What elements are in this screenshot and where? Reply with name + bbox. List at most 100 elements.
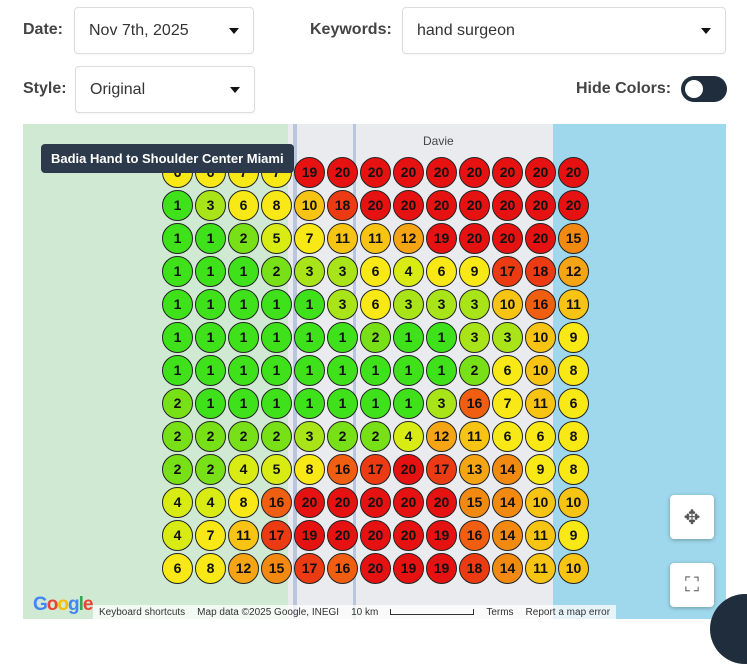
rank-pin[interactable]: 1	[162, 354, 193, 386]
rank-pin[interactable]: 15	[261, 552, 292, 584]
rank-pin[interactable]: 8	[558, 453, 589, 485]
rank-pin[interactable]: 2	[459, 354, 490, 386]
rank-pin[interactable]: 6	[360, 255, 391, 287]
map[interactable]: Davie 6677192020202020202020136810182020…	[23, 124, 726, 619]
rank-pin[interactable]: 19	[426, 552, 457, 584]
rank-pin[interactable]: 20	[327, 156, 358, 188]
keywords-dropdown[interactable]: hand surgeon	[402, 7, 726, 54]
rank-pin[interactable]: 20	[294, 486, 325, 518]
rank-pin[interactable]: 20	[426, 156, 457, 188]
rank-pin[interactable]: 12	[426, 420, 457, 452]
rank-pin[interactable]: 19	[294, 519, 325, 551]
rank-pin[interactable]: 3	[426, 288, 457, 320]
rank-pin[interactable]: 18	[525, 255, 556, 287]
rank-pin[interactable]: 2	[195, 420, 226, 452]
rank-pin[interactable]: 1	[195, 288, 226, 320]
rank-pin[interactable]: 20	[393, 189, 424, 221]
rank-pin[interactable]: 2	[360, 321, 391, 353]
rank-pin[interactable]: 1	[294, 354, 325, 386]
rank-pin[interactable]: 20	[393, 453, 424, 485]
rank-pin[interactable]: 16	[525, 288, 556, 320]
rank-pin[interactable]: 6	[525, 420, 556, 452]
rank-pin[interactable]: 6	[360, 288, 391, 320]
rank-pin[interactable]: 1	[261, 387, 292, 419]
rank-pin[interactable]: 2	[261, 420, 292, 452]
fullscreen-icon[interactable]: ⛶	[670, 563, 714, 607]
rank-pin[interactable]: 1	[195, 255, 226, 287]
rank-pin[interactable]: 15	[459, 486, 490, 518]
rank-pin[interactable]: 2	[228, 420, 259, 452]
rank-pin[interactable]: 11	[360, 222, 391, 254]
rank-pin[interactable]: 1	[294, 387, 325, 419]
rank-pin[interactable]: 3	[294, 420, 325, 452]
rank-pin[interactable]: 20	[525, 156, 556, 188]
rank-pin[interactable]: 10	[294, 189, 325, 221]
rank-pin[interactable]: 15	[558, 222, 589, 254]
rank-pin[interactable]: 6	[492, 354, 523, 386]
rank-pin[interactable]: 1	[393, 387, 424, 419]
rank-pin[interactable]: 1	[228, 255, 259, 287]
rank-pin[interactable]: 20	[525, 189, 556, 221]
rank-pin[interactable]: 1	[195, 222, 226, 254]
rank-pin[interactable]: 20	[360, 486, 391, 518]
rank-pin[interactable]: 1	[261, 321, 292, 353]
rank-pin[interactable]: 20	[327, 486, 358, 518]
rank-pin[interactable]: 4	[162, 486, 193, 518]
rank-pin[interactable]: 19	[393, 552, 424, 584]
rank-pin[interactable]: 17	[426, 453, 457, 485]
rank-pin[interactable]: 10	[525, 486, 556, 518]
rank-pin[interactable]: 2	[261, 255, 292, 287]
rank-pin[interactable]: 9	[459, 255, 490, 287]
rank-pin[interactable]: 3	[327, 255, 358, 287]
rank-pin[interactable]: 1	[228, 321, 259, 353]
rank-pin[interactable]: 20	[492, 222, 523, 254]
rank-pin[interactable]: 3	[459, 321, 490, 353]
rank-pin[interactable]: 6	[558, 387, 589, 419]
rank-pin[interactable]: 3	[195, 189, 226, 221]
rank-pin[interactable]: 3	[492, 321, 523, 353]
rank-pin[interactable]: 6	[162, 552, 193, 584]
rank-pin[interactable]: 20	[558, 156, 589, 188]
rank-pin[interactable]: 11	[558, 288, 589, 320]
rank-pin[interactable]: 20	[327, 519, 358, 551]
rank-pin[interactable]: 16	[459, 387, 490, 419]
rank-pin[interactable]: 4	[162, 519, 193, 551]
rank-pin[interactable]: 1	[195, 354, 226, 386]
rank-pin[interactable]: 3	[327, 288, 358, 320]
rank-pin[interactable]: 20	[426, 486, 457, 518]
rank-pin[interactable]: 6	[492, 420, 523, 452]
rank-pin[interactable]: 19	[294, 156, 325, 188]
rank-pin[interactable]: 16	[327, 552, 358, 584]
date-dropdown[interactable]: Nov 7th, 2025	[74, 7, 254, 54]
rank-pin[interactable]: 4	[195, 486, 226, 518]
rank-pin[interactable]: 1	[162, 255, 193, 287]
rank-pin[interactable]: 14	[492, 486, 523, 518]
rank-pin[interactable]: 20	[426, 189, 457, 221]
rank-pin[interactable]: 11	[327, 222, 358, 254]
rank-pin[interactable]: 20	[525, 222, 556, 254]
rank-pin[interactable]: 5	[261, 222, 292, 254]
rank-pin[interactable]: 10	[492, 288, 523, 320]
rank-pin[interactable]: 2	[162, 420, 193, 452]
rank-pin[interactable]: 1	[195, 321, 226, 353]
rank-pin[interactable]: 17	[294, 552, 325, 584]
rank-pin[interactable]: 20	[360, 552, 391, 584]
rank-pin[interactable]: 17	[261, 519, 292, 551]
rank-pin[interactable]: 3	[393, 288, 424, 320]
rank-pin[interactable]: 17	[360, 453, 391, 485]
rank-pin[interactable]: 1	[327, 321, 358, 353]
rank-pin[interactable]: 20	[492, 156, 523, 188]
rank-pin[interactable]: 2	[162, 387, 193, 419]
rank-pin[interactable]: 19	[426, 222, 457, 254]
rank-pin[interactable]: 1	[228, 354, 259, 386]
rank-pin[interactable]: 8	[228, 486, 259, 518]
rank-pin[interactable]: 1	[162, 222, 193, 254]
rank-pin[interactable]: 16	[459, 519, 490, 551]
rank-pin[interactable]: 7	[294, 222, 325, 254]
rank-pin[interactable]: 9	[558, 321, 589, 353]
rank-pin[interactable]: 1	[195, 387, 226, 419]
rank-pin[interactable]: 20	[558, 189, 589, 221]
rank-pin[interactable]: 1	[327, 354, 358, 386]
rank-pin[interactable]: 11	[459, 420, 490, 452]
rank-pin[interactable]: 20	[459, 189, 490, 221]
